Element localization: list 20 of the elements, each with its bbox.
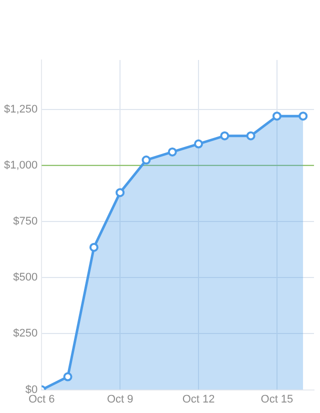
point: [89, 242, 98, 252]
y-tick-label: $1,250: [4, 103, 38, 116]
y-tick-label: $1,000: [4, 159, 38, 172]
y-tick-label: $250: [13, 328, 38, 340]
point: [116, 188, 125, 198]
x-tick-label: Oct 9: [106, 393, 134, 406]
y-tick-label: $750: [13, 216, 38, 228]
point: [194, 139, 204, 148]
point: [298, 112, 308, 121]
x-tick-label: Oct 15: [260, 393, 294, 406]
y-tick-label: $0: [25, 384, 38, 396]
x-tick-label: Oct 6: [28, 393, 55, 406]
point: [63, 372, 72, 382]
y-tick-label: $500: [13, 272, 38, 284]
x-tick-label: Oct 12: [182, 393, 215, 406]
point: [272, 112, 282, 121]
point: [168, 147, 177, 156]
point: [220, 131, 230, 140]
point: [246, 131, 256, 140]
point: [142, 156, 151, 165]
